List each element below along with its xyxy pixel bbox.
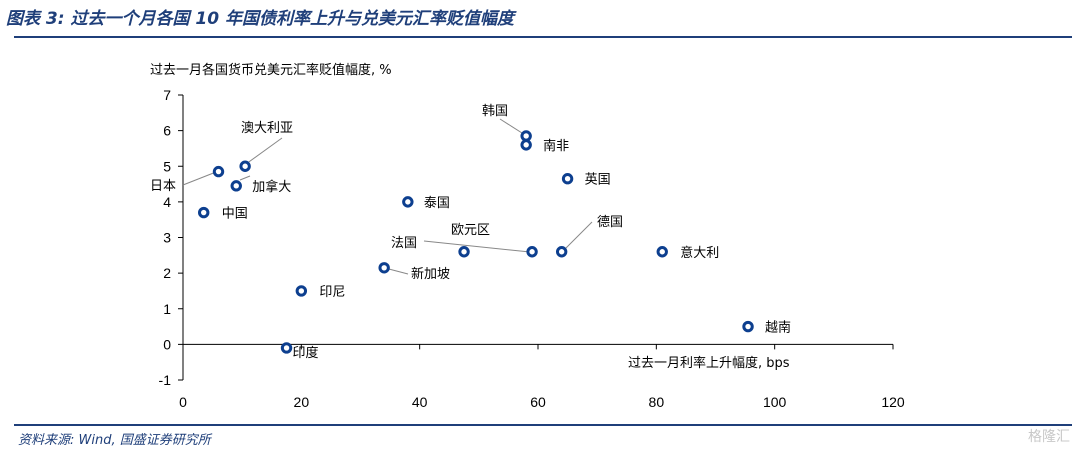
data-label: 日本 — [150, 179, 176, 194]
watermark-logo: 格隆汇 — [1028, 429, 1070, 445]
source-note: 资料来源: Wind, 国盛证券研究所 — [18, 433, 211, 448]
y-tick-label: -1 — [159, 372, 172, 388]
data-label: 泰国 — [424, 196, 450, 211]
data-label: 德国 — [597, 215, 623, 230]
y-tick-label: 4 — [163, 194, 171, 210]
data-point — [402, 196, 414, 208]
y-tick-label: 5 — [163, 158, 171, 174]
data-point — [212, 165, 225, 178]
data-point — [280, 342, 293, 354]
source-divider — [14, 424, 1072, 426]
x-tick-label: 100 — [763, 394, 787, 410]
data-point — [656, 246, 668, 258]
y-tick-label: 1 — [163, 301, 171, 317]
x-tick-label: 60 — [530, 394, 546, 410]
leader-line — [561, 221, 593, 253]
data-label: 印度 — [293, 345, 319, 361]
data-label: 澳大利亚 — [241, 120, 293, 136]
data-point — [230, 180, 242, 192]
leader-line — [499, 118, 523, 134]
data-point — [526, 246, 538, 258]
data-label: 越南 — [765, 320, 791, 336]
data-label: 印尼 — [319, 285, 345, 300]
data-point — [198, 206, 210, 219]
y-tick-label: 2 — [163, 265, 171, 281]
x-tick-label: 80 — [649, 394, 665, 410]
data-point — [458, 246, 470, 258]
leader-line — [239, 175, 251, 181]
data-point — [239, 160, 251, 172]
title-bar — [14, 6, 1072, 38]
data-label: 意大利 — [680, 245, 719, 261]
x-tick-label: 0 — [179, 394, 187, 410]
leader-line — [245, 137, 283, 165]
data-label: 英国 — [585, 173, 611, 188]
y-tick-label: 0 — [163, 336, 171, 352]
x-axis-title: 过去一月利率上升幅度, bps — [628, 355, 790, 371]
leader-line — [182, 171, 217, 186]
x-tick-label: 40 — [412, 394, 428, 410]
figure-title: 图表 3: 过去一个月各国 10 年国债利率上升与兑美元汇率贬值幅度 — [6, 9, 514, 29]
data-label: 南非 — [543, 138, 569, 154]
y-tick-label: 7 — [163, 87, 171, 103]
data-point — [520, 130, 532, 142]
leader-line — [423, 240, 531, 253]
data-point — [520, 139, 532, 151]
y-tick-label: 3 — [163, 230, 171, 246]
data-label: 法国 — [391, 236, 417, 251]
data-label: 中国 — [222, 207, 248, 222]
data-point — [378, 262, 390, 274]
data-label: 加拿大 — [252, 179, 291, 195]
data-point — [555, 246, 568, 258]
x-tick-label: 120 — [881, 394, 905, 410]
data-label: 欧元区 — [451, 223, 490, 238]
data-label: 新加坡 — [411, 266, 450, 282]
data-point — [742, 320, 754, 333]
y-axis-title: 过去一月各国货币兑美元汇率贬值幅度, % — [150, 62, 392, 78]
data-point — [295, 285, 308, 297]
data-label: 韩国 — [482, 104, 508, 119]
y-tick-label: 6 — [163, 123, 171, 139]
x-tick-label: 20 — [294, 394, 310, 410]
data-point — [561, 173, 574, 185]
